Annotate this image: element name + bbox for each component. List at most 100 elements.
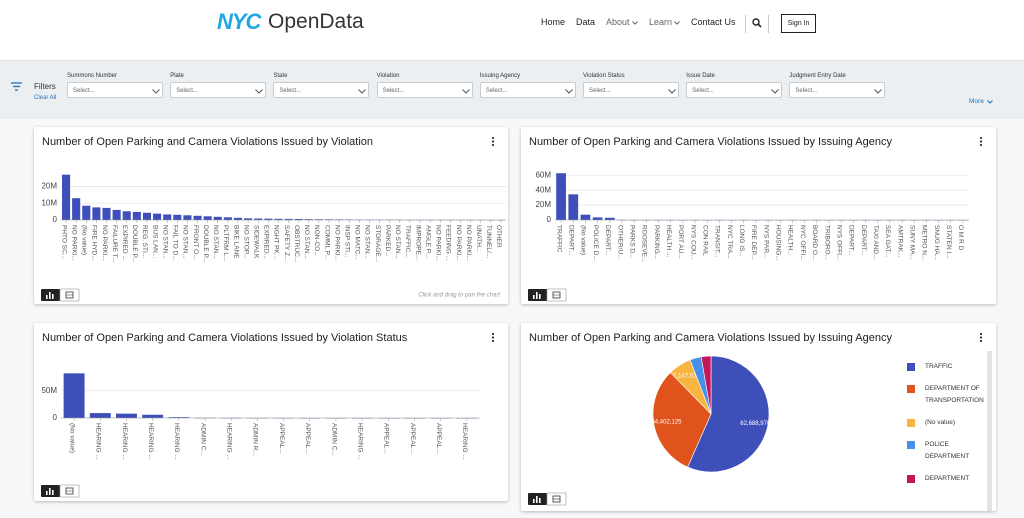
x-tick-label: HEALTH... bbox=[787, 225, 794, 256]
x-tick-label: PARKED... bbox=[384, 225, 391, 257]
divider bbox=[768, 15, 769, 33]
chevron-path bbox=[152, 89, 160, 94]
x-tick-label: TUNNEL/... bbox=[485, 225, 492, 258]
bar bbox=[314, 219, 323, 220]
filter-select[interactable]: Select... bbox=[479, 82, 576, 98]
icon bbox=[52, 490, 54, 495]
legend-item[interactable]: DEPARTMENT OF TRANSPORTATION bbox=[907, 383, 987, 407]
filter-select[interactable]: Select... bbox=[789, 82, 886, 98]
legend-swatch bbox=[907, 419, 915, 427]
y-tick-label: 20M bbox=[535, 200, 551, 209]
nav-link[interactable]: About bbox=[606, 17, 630, 27]
icon bbox=[536, 496, 538, 503]
x-tick-label: STORAGE... bbox=[374, 225, 381, 262]
chevron bbox=[358, 89, 367, 94]
nav-link[interactable]: Data bbox=[576, 17, 596, 27]
x-tick-label: FEEDING ... bbox=[445, 225, 452, 261]
x-tick-label: APPEAL... bbox=[304, 423, 311, 454]
x-tick-label: NO STAN... bbox=[182, 225, 189, 259]
filter-placeholder: Select... bbox=[279, 88, 302, 94]
legend-label: POLICE DEPARTMENT bbox=[925, 441, 970, 460]
x-tick-label: NO PARKI... bbox=[435, 225, 442, 261]
logo-text[interactable]: OpenData bbox=[268, 10, 364, 33]
bar bbox=[153, 213, 162, 220]
x-tick-label: ADMIN C... bbox=[330, 423, 337, 456]
x-tick-label: DEPART... bbox=[848, 225, 855, 256]
x-tick-label: OBSTRUC... bbox=[293, 225, 300, 262]
bar bbox=[284, 218, 293, 220]
x-tick-label: EXPIRED ... bbox=[121, 225, 128, 261]
legend-swatch bbox=[907, 385, 915, 393]
filter-select[interactable]: Select... bbox=[376, 82, 473, 98]
menu-dot bbox=[979, 339, 983, 343]
scrollbar bbox=[987, 351, 992, 511]
y-tick-label: 40M bbox=[535, 185, 551, 194]
bar bbox=[92, 207, 101, 220]
x-tick-label: NO STAN... bbox=[212, 225, 219, 259]
x-tick-label: DEPART... bbox=[568, 225, 575, 256]
chart: Number of Open Parking and Camera Violat… bbox=[528, 332, 983, 506]
nav-link[interactable]: Contact Us bbox=[691, 17, 736, 27]
x-tick-label: TRAFFIC... bbox=[404, 225, 411, 258]
x-tick-label: DOUBLE P... bbox=[202, 225, 209, 263]
x-tick-label: EXPIRED... bbox=[263, 225, 270, 259]
icon bbox=[533, 295, 535, 299]
legend-item[interactable]: (No value) bbox=[907, 417, 987, 429]
filter-select[interactable]: Select... bbox=[67, 82, 163, 98]
more-link[interactable]: More bbox=[969, 98, 984, 105]
x-tick-label: NO STAN... bbox=[394, 225, 401, 259]
x-tick-label: REG. STI... bbox=[141, 225, 148, 258]
bar bbox=[122, 211, 131, 220]
bar bbox=[304, 219, 313, 220]
legend-swatch bbox=[907, 475, 915, 483]
legend-item[interactable]: TRAFFIC bbox=[907, 361, 987, 373]
legend-item[interactable]: DEPARTMENT bbox=[907, 473, 987, 485]
filter-select[interactable]: Select... bbox=[273, 82, 370, 98]
icon bbox=[533, 499, 535, 503]
x-tick-label: PORT AU... bbox=[677, 225, 684, 259]
x-tick-label: APPEAL... bbox=[409, 423, 416, 454]
menu-dot bbox=[979, 140, 983, 143]
x-tick-label: ADMIN C... bbox=[199, 423, 206, 456]
clear-all[interactable]: Clear All bbox=[34, 95, 57, 101]
x-tick-label: ADMIN R... bbox=[252, 423, 259, 456]
legend-item[interactable]: POLICE DEPARTMENT bbox=[907, 439, 987, 463]
filter-label: State bbox=[273, 73, 288, 79]
filter-placeholder: Select... bbox=[795, 88, 818, 94]
legend-label: DEPARTMENT OF TRANSPORTATION bbox=[925, 385, 984, 404]
bar bbox=[62, 174, 71, 220]
x-tick-label: SAFETY Z... bbox=[283, 225, 290, 262]
x-tick-label: TAXI AND... bbox=[872, 225, 879, 260]
chevron-path bbox=[358, 89, 367, 94]
bar bbox=[203, 216, 212, 220]
x-tick-label: (No value) bbox=[68, 423, 75, 453]
nav-link[interactable]: Learn bbox=[649, 17, 673, 27]
x-tick-label: PARKS D... bbox=[628, 225, 635, 259]
x-tick-label: NO PARKI... bbox=[333, 225, 340, 261]
filter-icon[interactable] bbox=[11, 82, 22, 91]
bar bbox=[112, 209, 121, 220]
sign-in-button[interactable]: Sign In bbox=[781, 14, 816, 33]
chevron-path bbox=[874, 89, 883, 94]
x-tick-label: NO PARKI... bbox=[101, 225, 108, 261]
filter-select[interactable]: Select... bbox=[686, 82, 783, 98]
bar bbox=[63, 373, 85, 418]
search-icon[interactable] bbox=[752, 18, 762, 28]
x-tick-label: NON-CO... bbox=[313, 225, 320, 257]
pie-slice bbox=[652, 372, 712, 468]
nav-link[interactable]: Home bbox=[541, 17, 566, 27]
x-tick-label: NO STAN... bbox=[364, 225, 371, 259]
filter-placeholder: Select... bbox=[485, 88, 508, 94]
x-tick-label: HEARING ... bbox=[226, 423, 233, 460]
filter-select[interactable]: Select... bbox=[583, 82, 679, 98]
filter-select[interactable]: Select... bbox=[170, 82, 267, 98]
x-tick-label: PLTFRM L... bbox=[222, 225, 229, 262]
x-tick-label: NGHT PK... bbox=[273, 225, 280, 259]
legend-label: (No value) bbox=[925, 419, 955, 426]
pie-slice bbox=[700, 355, 712, 415]
menu-dot bbox=[491, 336, 495, 339]
filter-label: Issuing Agency bbox=[479, 73, 521, 79]
chevron-path bbox=[255, 89, 264, 94]
x-tick-label: HEARING ... bbox=[356, 423, 363, 460]
logo-nyc[interactable]: NYC bbox=[217, 9, 261, 34]
